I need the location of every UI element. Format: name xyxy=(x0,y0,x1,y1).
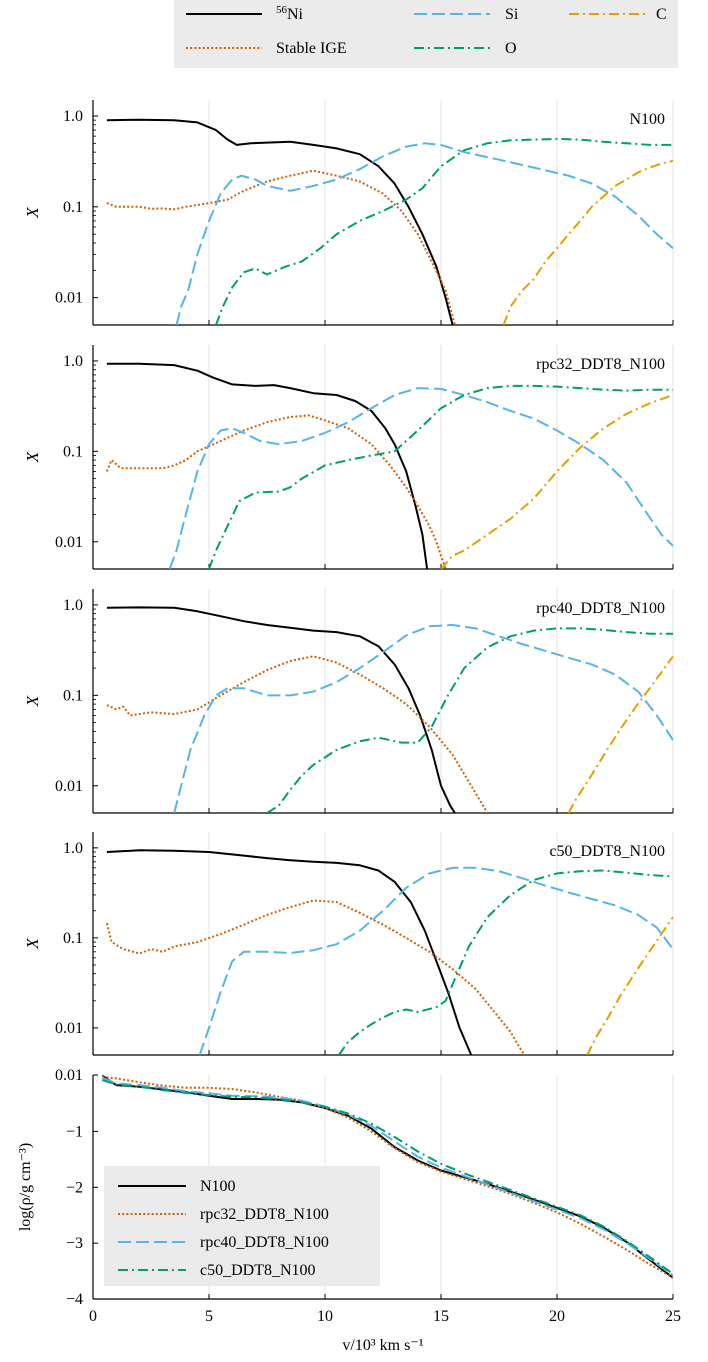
y-tick-label: 1.0 xyxy=(63,353,83,370)
y-tick-label: 0.01 xyxy=(55,778,83,795)
y-tick-label: 1.0 xyxy=(63,108,83,125)
legend-label-c50: c50_DDT8_N100 xyxy=(200,1262,316,1279)
series-line-c50 xyxy=(101,1079,673,1275)
x-tick-label: 0 xyxy=(89,1308,97,1325)
model-label: N100 xyxy=(629,111,665,128)
series-line-c xyxy=(502,159,673,325)
series-line-c xyxy=(440,394,673,569)
legend-label-si: Si xyxy=(505,6,519,23)
y-axis-label: X xyxy=(23,938,42,950)
top-legend-box xyxy=(174,0,678,68)
y-tick-label: 0.1 xyxy=(63,443,83,460)
y-tick-label: −1 xyxy=(66,1123,83,1140)
model-label: rpc32_DDT8_N100 xyxy=(536,356,665,373)
series-line-si xyxy=(175,142,673,325)
series-line-o xyxy=(338,869,673,1055)
y-tick-label: 0.1 xyxy=(63,930,83,947)
y-tick-label: 0.01 xyxy=(55,1020,83,1037)
series-line-o xyxy=(215,137,673,325)
legend-label-o: O xyxy=(505,40,517,57)
series-line-o xyxy=(266,627,673,813)
legend-label-rpc40: rpc40_DDT8_N100 xyxy=(200,1234,329,1251)
y-tick-label: −4 xyxy=(66,1291,83,1308)
series-line-stable_ige xyxy=(105,899,526,1055)
series-line-stable_ige xyxy=(105,414,447,569)
series-line-ni56 xyxy=(106,118,454,325)
panel-1: 1.0 0.1 0.01 X N100 xyxy=(23,100,674,326)
series-group xyxy=(106,606,673,813)
series-line-stable_ige xyxy=(106,169,456,325)
series-group xyxy=(106,118,673,325)
series-group xyxy=(105,849,673,1055)
series-line-c xyxy=(567,655,673,813)
x-tick-label: 25 xyxy=(665,1308,681,1325)
x-tick-label: 10 xyxy=(317,1308,333,1325)
y-tick-label: 1.0 xyxy=(63,597,83,614)
series-line-stable_ige xyxy=(106,655,489,813)
series-line-si xyxy=(198,866,673,1055)
series-line-ni56 xyxy=(106,606,456,813)
y-tick-label: 0.01 xyxy=(55,290,83,307)
top-legend: 56Ni Stable IGE Si O C xyxy=(174,0,678,68)
legend-label-rpc32: rpc32_DDT8_N100 xyxy=(200,1206,329,1223)
y-tick-label: 0.1 xyxy=(63,687,83,704)
panel-5: 0.01 −1 −2 −3 −4 log(ρ/g cm⁻³) 0 5 10 15 20 25 v/10³… xyxy=(17,1067,681,1354)
y-axis-label: X xyxy=(23,451,42,463)
series-group xyxy=(105,362,673,569)
series-line-si xyxy=(168,387,673,569)
legend-label-c: C xyxy=(656,6,667,23)
legend-label-n100: N100 xyxy=(200,1178,236,1195)
model-label: c50_DDT8_N100 xyxy=(549,843,665,860)
series-line-si xyxy=(173,624,673,813)
y-tick-label: 0.01 xyxy=(55,534,83,551)
y-axis-label: X xyxy=(23,695,42,707)
legend-label-ni56: 56Ni xyxy=(276,4,304,23)
series-line-ni56 xyxy=(106,362,429,569)
series-line-o xyxy=(208,384,673,569)
model-label: rpc40_DDT8_N100 xyxy=(536,600,665,617)
y-axis-label: X xyxy=(23,207,42,219)
x-tick-label: 20 xyxy=(549,1308,565,1325)
x-tick-label: 5 xyxy=(205,1308,213,1325)
y-tick-label: 0.1 xyxy=(63,199,83,216)
series-group xyxy=(101,1075,673,1279)
series-line-c xyxy=(586,916,673,1055)
y-tick-label: −2 xyxy=(66,1179,83,1196)
y-tick-label: −3 xyxy=(66,1235,83,1252)
y-tick-label: 1.0 xyxy=(63,840,83,857)
y-axis-label: log(ρ/g cm⁻³) xyxy=(17,1143,34,1231)
series-line-rpc40 xyxy=(101,1076,673,1277)
bottom-legend: N100 rpc32_DDT8_N100 rpc40_DDT8_N100 c50_DD… xyxy=(104,1166,380,1286)
x-axis-label: v/10³ km s⁻¹ xyxy=(342,1337,423,1354)
legend-label-stable_ige: Stable IGE xyxy=(276,40,347,57)
y-tick-label: 0.01 xyxy=(55,1067,83,1084)
x-tick-label: 15 xyxy=(433,1308,449,1325)
series-line-ni56 xyxy=(106,849,473,1055)
